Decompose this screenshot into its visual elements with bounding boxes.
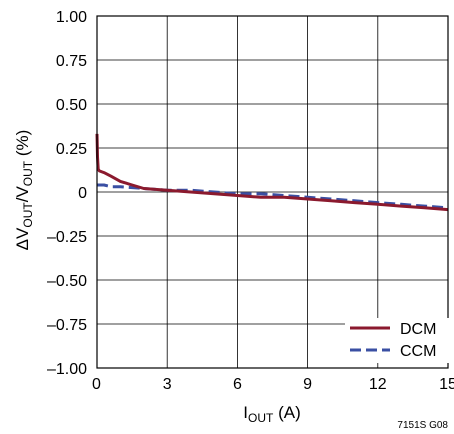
- grid-lines: [97, 16, 448, 368]
- x-tick-label: 15: [439, 376, 454, 393]
- y-tick-label: –0.75: [47, 317, 87, 334]
- x-tick-label: 0: [92, 376, 101, 393]
- legend-dcm-label: DCM: [400, 321, 436, 338]
- x-axis-label: IOUT (A): [243, 403, 300, 425]
- tick-labels: 0 3 6 9 12 15 1.00 0.75 0.50 0.25 0 –0.25 –0.50 –0.75…: [47, 9, 454, 393]
- figure-code: 7151S G08: [397, 420, 448, 431]
- y-tick-label: 0.50: [56, 97, 87, 114]
- y-tick-label: –1.00: [47, 361, 87, 378]
- y-axis-label: ΔVOUT/VOUT (%): [13, 130, 35, 251]
- y-tick-label: –0.50: [47, 273, 87, 290]
- y-tick-label: 0.25: [56, 141, 87, 158]
- series-line-ccm: [97, 183, 449, 210]
- legend-background: [345, 318, 449, 363]
- series-layer: [95, 133, 449, 212]
- legend-ccm-label: CCM: [400, 343, 436, 360]
- y-tick-label: 0.75: [56, 53, 87, 70]
- x-tick-label: 12: [369, 376, 387, 393]
- plot-frame: [96, 15, 449, 369]
- y-tick-label: 0: [78, 185, 87, 202]
- y-tick-label: 1.00: [56, 9, 87, 26]
- x-tick-label: 9: [303, 376, 312, 393]
- y-tick-label: –0.25: [47, 229, 87, 246]
- x-tick-label: 6: [233, 376, 242, 393]
- x-tick-label: 3: [163, 376, 172, 393]
- series-line-dcm: [95, 133, 449, 212]
- legend: DCM CCM: [345, 318, 449, 363]
